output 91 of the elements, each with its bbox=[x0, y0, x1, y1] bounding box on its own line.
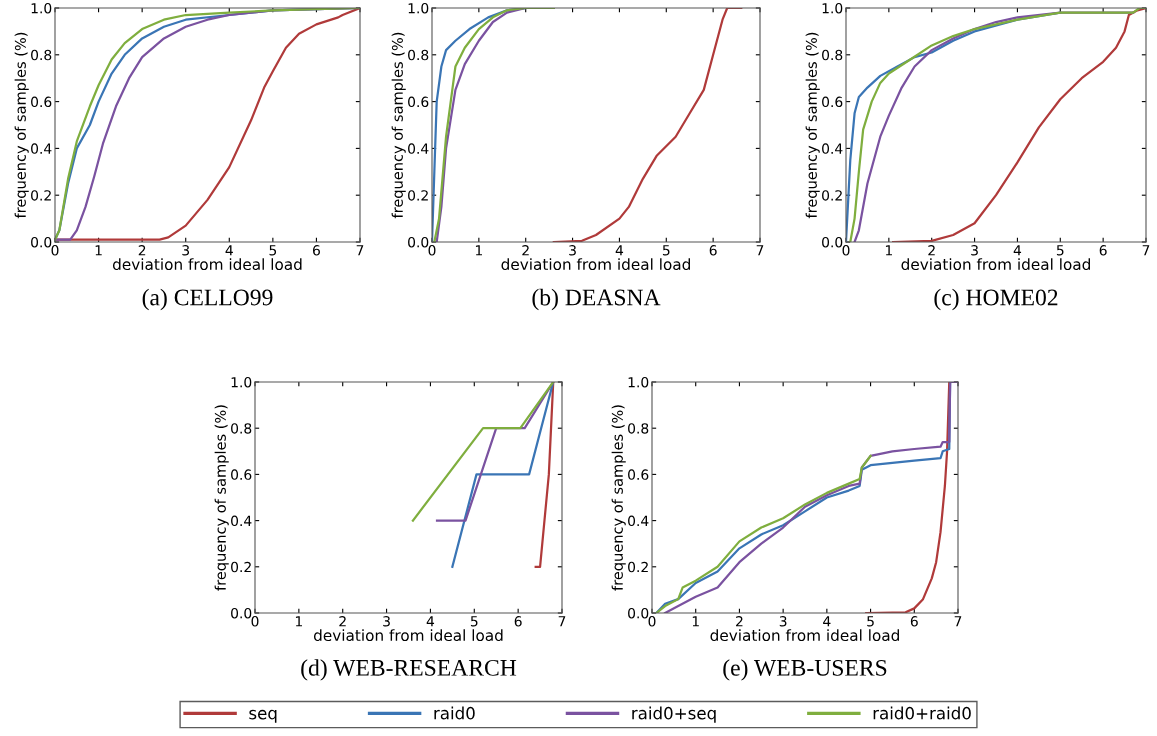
x-tick-label: 6 bbox=[910, 616, 918, 627]
x-tick-label: 3 bbox=[182, 245, 190, 256]
legend-label: seq bbox=[249, 709, 277, 723]
x-tick-label: 4 bbox=[615, 245, 624, 256]
x-tick-label: 1 bbox=[95, 245, 102, 256]
x-tick-label: 0 bbox=[648, 616, 656, 627]
y-tick-label: 0.8 bbox=[231, 423, 252, 434]
y-tick-label: 0.6 bbox=[31, 96, 52, 108]
x-axis-title: deviation from ideal load bbox=[501, 258, 690, 271]
x-tick-label: 5 bbox=[470, 616, 478, 627]
x-tick-label: 3 bbox=[779, 616, 787, 627]
y-tick-label: 0.0 bbox=[628, 607, 649, 619]
x-axis-title: deviation from ideal load bbox=[901, 258, 1090, 271]
y-tick-label: 0.0 bbox=[31, 236, 52, 248]
y-tick-label: 1.0 bbox=[408, 2, 429, 14]
y-tick-label: 0.8 bbox=[408, 49, 429, 61]
x-tick-label: 6 bbox=[1099, 245, 1107, 256]
text: (e) WEB-USERS bbox=[723, 659, 887, 681]
y-tick-label: 0.4 bbox=[31, 143, 52, 154]
y-tick-label: 0.2 bbox=[822, 190, 842, 201]
y-tick-label: 0.0 bbox=[231, 607, 252, 619]
x-tick-label: 1 bbox=[885, 245, 892, 256]
y-axis-title: frequency of samples (%) bbox=[14, 32, 29, 219]
text: (d) WEB-RESEARCH bbox=[301, 659, 517, 681]
x-tick-label: 3 bbox=[569, 245, 576, 256]
x-tick-label: 7 bbox=[954, 616, 962, 627]
x-tick-label: 1 bbox=[475, 245, 482, 256]
y-tick-label: 0.8 bbox=[31, 49, 52, 61]
x-tick-label: 7 bbox=[558, 616, 566, 627]
y-tick-label: 0.6 bbox=[408, 96, 429, 108]
y-tick-label: 0.6 bbox=[822, 96, 843, 108]
x-tick-label: 2 bbox=[736, 616, 743, 627]
x-tick-label: 4 bbox=[426, 616, 435, 627]
y-tick-label: 1.0 bbox=[628, 376, 649, 388]
x-tick-label: 5 bbox=[662, 245, 670, 256]
x-tick-label: 0 bbox=[428, 245, 436, 256]
line-series bbox=[655, 454, 872, 613]
x-tick-label: 2 bbox=[138, 245, 146, 256]
y-tick-label: 0.6 bbox=[231, 469, 252, 480]
x-tick-label: 2 bbox=[928, 245, 935, 256]
y-tick-label: 0.4 bbox=[822, 143, 843, 154]
x-tick-label: 5 bbox=[867, 616, 874, 627]
y-tick-label: 0.2 bbox=[231, 561, 251, 573]
x-tick-label: 0 bbox=[51, 245, 59, 256]
x-tick-label: 6 bbox=[709, 245, 717, 256]
y-tick-label: 0.4 bbox=[628, 515, 649, 527]
y-tick-label: 0.2 bbox=[628, 561, 648, 573]
x-tick-label: 7 bbox=[356, 245, 364, 256]
x-tick-label: 4 bbox=[1013, 245, 1022, 256]
y-tick-label: 1.0 bbox=[231, 376, 252, 388]
line-series bbox=[55, 8, 360, 241]
x-tick-label: 7 bbox=[756, 245, 764, 256]
y-tick-label: 0.4 bbox=[231, 515, 252, 527]
x-tick-label: 3 bbox=[971, 245, 978, 256]
x-axis-title: deviation from ideal load bbox=[313, 629, 503, 642]
x-tick-label: 2 bbox=[522, 245, 529, 256]
y-tick-label: 0.4 bbox=[408, 143, 429, 154]
y-axis-title: frequency of samples (%) bbox=[611, 405, 626, 591]
y-tick-label: 0.8 bbox=[822, 49, 843, 61]
y-tick-label: 0.6 bbox=[628, 469, 649, 480]
x-tick-label: 0 bbox=[842, 245, 850, 256]
y-tick-label: 1.0 bbox=[31, 2, 52, 14]
text: (a) CELLO99 bbox=[142, 288, 273, 311]
x-tick-label: 4 bbox=[823, 616, 831, 627]
x-tick-label: 4 bbox=[225, 245, 233, 256]
y-tick-label: 0.0 bbox=[822, 236, 843, 248]
x-tick-label: 3 bbox=[383, 616, 390, 627]
x-axis-title: deviation from ideal load bbox=[112, 258, 302, 271]
x-tick-label: 1 bbox=[295, 616, 302, 627]
x-tick-label: 6 bbox=[514, 616, 522, 627]
x-tick-label: 6 bbox=[312, 245, 320, 256]
legend-label: raid0+raid0 bbox=[873, 706, 971, 720]
x-tick-label: 2 bbox=[339, 616, 346, 627]
x-tick-label: 7 bbox=[1142, 245, 1150, 256]
y-tick-label: 0.8 bbox=[628, 423, 649, 434]
text: (c) HOME02 bbox=[934, 288, 1058, 311]
y-axis-title: frequency of samples (%) bbox=[214, 405, 229, 591]
legend-label: raid0 bbox=[434, 706, 475, 720]
y-tick-label: 0.2 bbox=[408, 190, 428, 201]
y-tick-label: 0.2 bbox=[31, 190, 51, 201]
text: (b) DEASNA bbox=[532, 288, 661, 311]
x-tick-label: 1 bbox=[692, 616, 699, 627]
y-tick-label: 1.0 bbox=[822, 2, 843, 14]
x-tick-label: 0 bbox=[251, 616, 259, 627]
legend-label: raid0+seq bbox=[632, 706, 716, 723]
x-axis-title: deviation from ideal load bbox=[710, 629, 899, 642]
y-axis-title: frequency of samples (%) bbox=[391, 32, 406, 219]
y-axis-title: frequency of samples (%) bbox=[805, 32, 820, 219]
y-tick-label: 0.0 bbox=[408, 236, 429, 248]
x-tick-label: 5 bbox=[1056, 245, 1064, 256]
x-tick-label: 5 bbox=[269, 245, 277, 256]
